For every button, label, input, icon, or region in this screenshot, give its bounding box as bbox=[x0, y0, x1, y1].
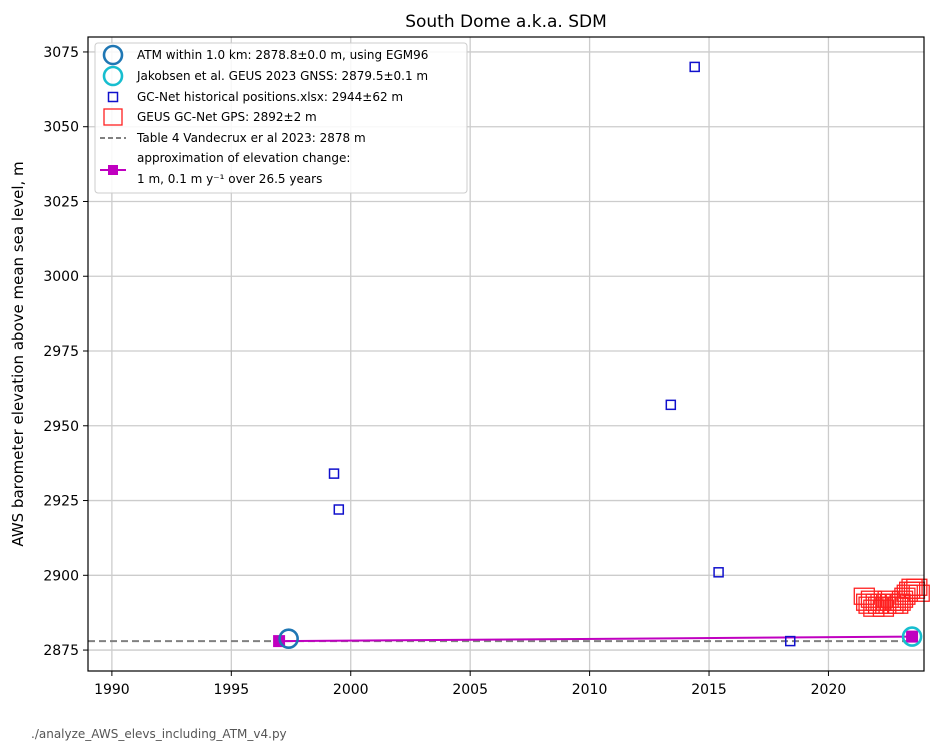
x-tick-label: 1995 bbox=[213, 682, 249, 698]
y-tick-label: 3075 bbox=[43, 45, 79, 61]
y-tick-label: 2900 bbox=[43, 568, 79, 584]
legend-entry-label: Jakobsen et al. GEUS 2023 GNSS: 2879.5±0… bbox=[136, 69, 428, 83]
historical-square-point bbox=[689, 61, 700, 73]
y-tick-label: 2975 bbox=[43, 344, 79, 360]
x-tick-label: 2015 bbox=[691, 682, 727, 698]
legend-entry-label: ATM within 1.0 km: 2878.8±0.0 m, using E… bbox=[137, 48, 428, 62]
x-tick-label: 2005 bbox=[452, 682, 488, 698]
historical-square-point bbox=[713, 567, 724, 578]
x-tick-label: 2020 bbox=[811, 682, 847, 698]
axis-ticks: 1990 1995 2000 2005 2010 2015 2020 2875 2900 2925… bbox=[43, 45, 846, 698]
y-tick-label: 3050 bbox=[43, 120, 79, 136]
y-tick-label: 2950 bbox=[43, 419, 79, 435]
legend-box bbox=[94, 42, 468, 194]
plot-frame bbox=[87, 36, 925, 672]
y-tick-label: 3025 bbox=[43, 194, 79, 210]
legend-entry-label: GEUS GC-Net GPS: 2892±2 m bbox=[137, 110, 317, 124]
historical-square-point bbox=[328, 468, 340, 479]
legend-entry-label: 1 m, 0.1 m y⁻¹ over 26.5 years bbox=[137, 172, 322, 186]
historical-square-point bbox=[665, 399, 677, 411]
legend-handle-historical bbox=[107, 91, 119, 103]
footer-script-name: ./analyze_AWS_elevs_including_ATM_v4.py bbox=[31, 727, 287, 741]
legend-entry-label: approximation of elevation change: bbox=[137, 151, 350, 165]
approximation-line bbox=[279, 635, 913, 643]
legend-entry-label: GC-Net historical positions.xlsx: 2944±6… bbox=[137, 90, 403, 104]
chart-marks bbox=[88, 61, 930, 650]
y-tick-label: 3000 bbox=[43, 269, 79, 285]
x-tick-label: 2010 bbox=[572, 682, 608, 698]
circle-point bbox=[901, 626, 923, 647]
legend-handle-atm bbox=[102, 44, 124, 66]
gridlines bbox=[88, 37, 924, 671]
gps-square-point bbox=[908, 584, 930, 602]
legend-entry-label: Table 4 Vandecrux er al 2023: 2878 m bbox=[136, 131, 366, 145]
x-tick-label: 2000 bbox=[333, 682, 369, 698]
x-tick-label: 1990 bbox=[94, 682, 130, 698]
legend-handle-gps bbox=[103, 108, 123, 126]
y-axis-label: AWS barometer elevation above mean sea l… bbox=[9, 161, 27, 546]
y-tick-label: 2925 bbox=[43, 494, 79, 510]
chart-title: South Dome a.k.a. SDM bbox=[405, 12, 607, 32]
historical-square-point bbox=[333, 504, 345, 515]
legend-handle-jakobsen bbox=[102, 65, 124, 87]
gps-square-point bbox=[906, 578, 928, 596]
circle-point bbox=[278, 628, 299, 650]
legend-handle-approximation-marker bbox=[108, 165, 118, 175]
legend: ATM within 1.0 km: 2878.8±0.0 m, using E… bbox=[94, 42, 468, 194]
historical-square-point bbox=[784, 635, 796, 647]
y-tick-label: 2875 bbox=[43, 643, 79, 659]
approximation-square-point bbox=[906, 630, 919, 643]
